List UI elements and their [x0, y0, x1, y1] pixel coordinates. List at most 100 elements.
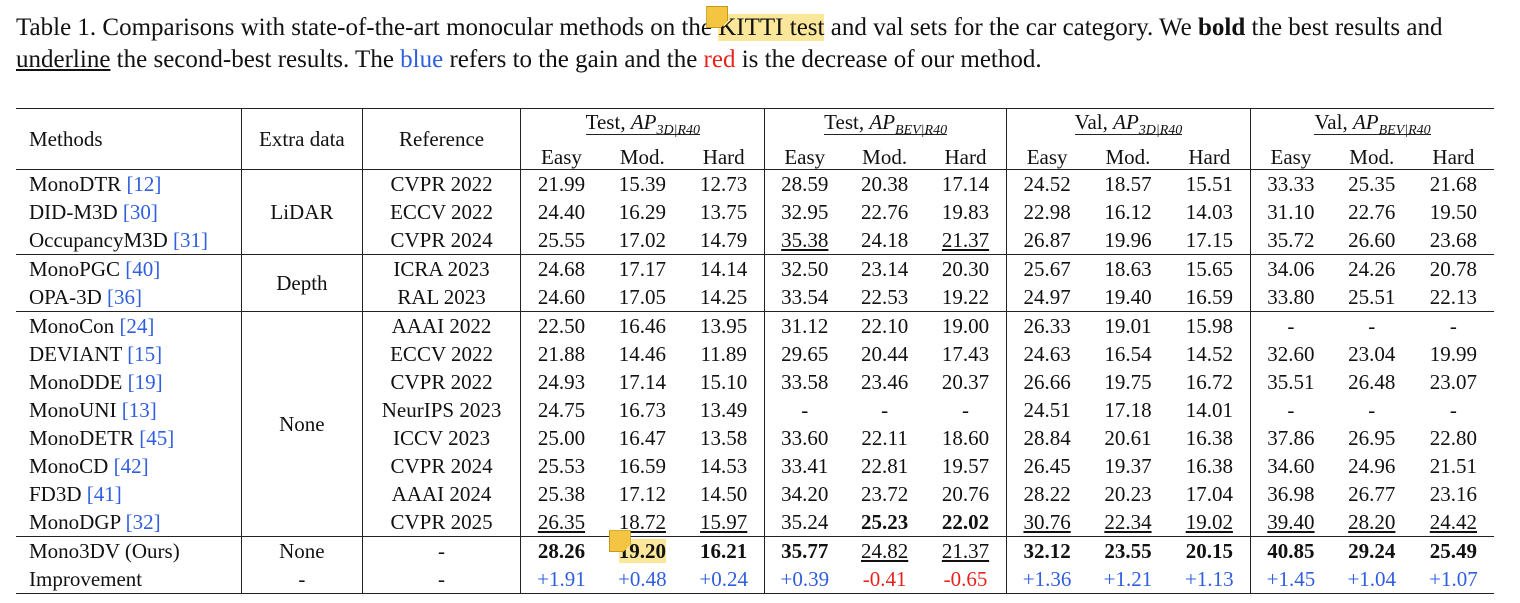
value-cell: 24.63: [1023, 342, 1071, 367]
value-cell: +1.04: [1330, 565, 1413, 595]
value-cell: 16.38: [1168, 424, 1252, 453]
value-cell: +0.39: [764, 565, 845, 595]
subheader-hard: Hard: [1168, 144, 1252, 171]
citation-link[interactable]: [45]: [139, 426, 175, 451]
value-cell: 23.16: [1429, 482, 1478, 507]
value-cell: 21.68: [1429, 172, 1478, 197]
sticky-note-icon[interactable]: [706, 6, 729, 28]
value-cell: 19.40: [1087, 283, 1169, 313]
header-group: Test, AP3D|R40: [520, 108, 766, 145]
header-reference: Reference: [362, 108, 522, 171]
value-cell: 37.86: [1267, 426, 1315, 451]
value-cell: 21.99: [537, 172, 586, 197]
value-cell: 16.72: [1168, 368, 1252, 397]
value-cell: +0.48: [601, 565, 683, 595]
value-cell: 22.02: [925, 508, 1007, 538]
value-cell: 25.49: [1429, 539, 1478, 564]
value-cell: 19.00: [925, 311, 1007, 341]
value-cell: 19.99: [1429, 342, 1478, 367]
value-cell: +1.45: [1250, 565, 1331, 595]
subheader-mod: Mod.: [601, 144, 683, 171]
value-cell: 39.40: [1250, 508, 1331, 538]
highlighted-text[interactable]: KITTI test: [706, 6, 825, 41]
citation-link[interactable]: [30]: [122, 200, 158, 225]
caption-text: Table 1. Comparisons with state-of-the-a…: [16, 14, 719, 41]
table-row: MonoDETR [45] ICCV 2023 25.00 16.47 13.58 33.…: [16, 424, 1494, 453]
table-row: OPA-3D [36] RAL 2023 24.60 17.05 14.25 33.54 2…: [16, 283, 1494, 313]
citation-link[interactable]: [19]: [127, 370, 163, 395]
value-cell: 17.02: [601, 226, 683, 256]
value-cell: 20.30: [925, 254, 1007, 284]
value-cell: 14.79: [682, 226, 766, 256]
table-header: Methods Extra data Reference Test, AP3D|…: [16, 108, 1494, 171]
subheader-easy: Easy: [764, 144, 845, 171]
value-cell: 35.24: [764, 508, 845, 538]
citation-link[interactable]: [42]: [113, 454, 149, 479]
value-cell: 26.33: [1023, 314, 1071, 339]
value-cell: 24.52: [1023, 172, 1071, 197]
value-cell: 17.15: [1168, 226, 1252, 256]
value-cell: 26.77: [1348, 482, 1396, 507]
value-cell: 20.23: [1104, 482, 1152, 507]
value-cell: 14.46: [618, 342, 666, 367]
table-row: DID-M3D [30] ECCV 2022 24.40 16.29 13.75 32.9…: [16, 198, 1494, 227]
citation-link[interactable]: [40]: [125, 257, 161, 282]
value-cell: 18.60: [925, 424, 1007, 453]
value-cell: 21.37: [925, 536, 1007, 566]
value-cell: 17.04: [1168, 480, 1252, 509]
value-cell: 22.10: [861, 314, 909, 339]
value-cell: 13.95: [682, 311, 766, 341]
table-row: Improvement - - +1.91 +0.48 +0.24 +0.39 -0.41 -0…: [16, 565, 1494, 595]
venue-cell: CVPR 2022: [362, 368, 522, 397]
header-group: Val, APBEV|R40: [1314, 110, 1431, 139]
value-cell: 23.14: [861, 257, 909, 282]
citation-link[interactable]: [15]: [127, 342, 163, 367]
value-cell: 22.81: [861, 454, 909, 479]
value-cell: 19.20: [602, 530, 683, 566]
citation-link[interactable]: [41]: [86, 482, 122, 507]
value-cell: 22.50: [537, 314, 586, 339]
value-cell: 33.54: [764, 283, 845, 313]
venue-cell: CVPR 2024: [362, 452, 522, 481]
value-cell: 15.97: [682, 508, 766, 538]
value-cell: 24.18: [844, 226, 926, 256]
value-cell: 17.17: [618, 257, 666, 282]
value-cell: 13.75: [682, 198, 766, 227]
value-cell: 33.80: [1250, 283, 1331, 313]
value-cell: 24.75: [537, 398, 586, 423]
value-cell: 23.07: [1429, 370, 1478, 395]
header-extra-data: Extra data: [241, 108, 363, 171]
value-cell: 16.46: [618, 314, 666, 339]
method-name: OPA-3D [36]: [16, 283, 242, 313]
citation-link[interactable]: [12]: [126, 172, 162, 197]
table-row: MonoPGC [40] Depth ICRA 2023 24.68 17.17 14.1…: [16, 254, 1494, 313]
table-row: OccupancyM3D [31] CVPR 2024 25.55 17.02 14.7…: [16, 226, 1494, 256]
value-cell: 15.39: [618, 172, 666, 197]
value-cell: -0.65: [925, 565, 1007, 595]
results-table: Methods Extra data Reference Test, AP3D|…: [16, 108, 1494, 595]
value-cell: 20.76: [925, 480, 1007, 509]
citation-link[interactable]: [32]: [125, 510, 161, 535]
header-group: Test, APBEV|R40: [764, 108, 1007, 145]
value-cell: 35.77: [781, 539, 829, 564]
venue-cell: CVPR 2025: [362, 508, 522, 538]
value-cell: 33.60: [781, 426, 829, 451]
citation-link[interactable]: [31]: [173, 228, 209, 253]
method-name: FD3D [41]: [16, 480, 242, 509]
subheader-hard: Hard: [925, 144, 1007, 171]
citation-link[interactable]: [13]: [121, 398, 157, 423]
value-cell: 20.38: [861, 172, 909, 197]
value-cell: 20.15: [1168, 536, 1252, 566]
extra-data-cell: Depth: [241, 254, 363, 313]
value-cell: 35.51: [1267, 370, 1315, 395]
value-cell: 14.03: [1168, 198, 1252, 227]
method-name: MonoCD [42]: [16, 452, 242, 481]
sticky-note-icon[interactable]: [608, 530, 631, 553]
venue-cell: -: [362, 565, 522, 595]
value-cell: 26.45: [1023, 454, 1071, 479]
value-cell: 23.04: [1348, 342, 1396, 367]
value-cell: 20.44: [861, 342, 909, 367]
citation-link[interactable]: [24]: [119, 314, 155, 339]
value-cell: 19.57: [925, 452, 1007, 481]
citation-link[interactable]: [36]: [107, 285, 142, 310]
